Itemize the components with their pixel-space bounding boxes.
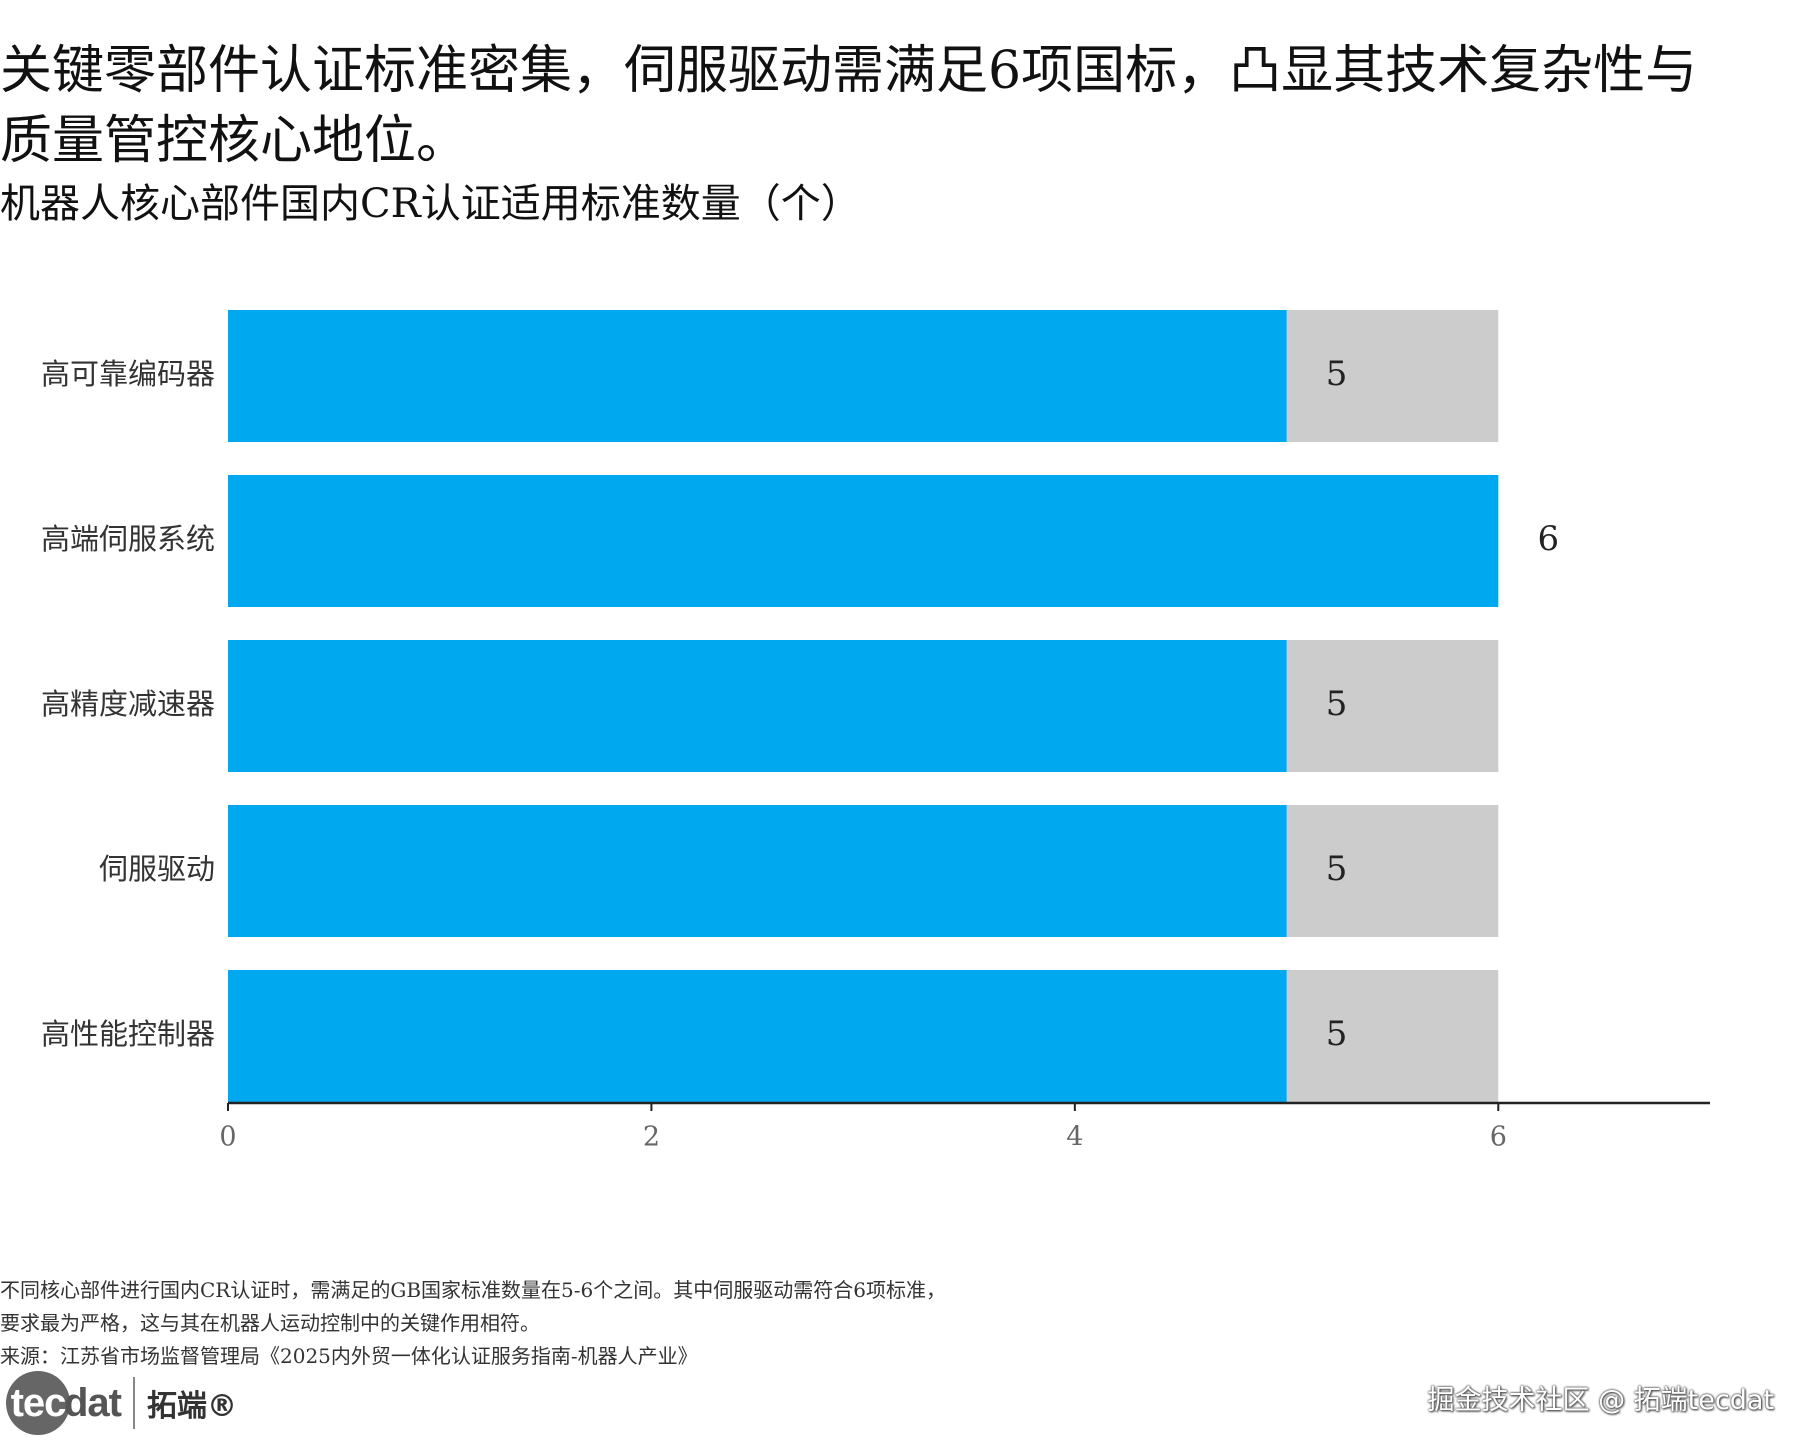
logo-mark: tec dat [6, 1371, 122, 1435]
bar [228, 805, 1287, 937]
bar [228, 310, 1287, 442]
footer: 不同核心部件进行国内CR认证时，需满足的GB国家标准数量在5-6个之间。其中伺服… [0, 1274, 1200, 1373]
x-tick-label: 0 [219, 1122, 236, 1153]
bar [228, 475, 1499, 607]
category-label: 高端伺服系统 [41, 522, 215, 556]
headline-line-1: 关键零部件认证标准密集，伺服驱动需满足6项国标，凸显其技术复杂性与 [0, 41, 1698, 101]
data-label: 5 [1326, 354, 1348, 394]
x-tick-label: 6 [1490, 1122, 1507, 1153]
x-tick-label: 4 [1066, 1122, 1083, 1153]
footer-note-line-2: 要求最为严格，这与其在机器人运动控制中的关键作用相符。 [0, 1311, 540, 1335]
tecdat-logo: tec dat 拓端® [6, 1370, 237, 1436]
logo-mark-rest: dat [64, 1380, 122, 1425]
bar [228, 640, 1287, 772]
logo-cn-text: 拓端® [147, 1389, 237, 1424]
bar [228, 970, 1287, 1102]
watermark: 掘金技术社区 @ 拓端tecdat [1427, 1385, 1774, 1416]
category-label: 高性能控制器 [41, 1017, 215, 1051]
bar-chart: 高可靠编码器 5 高端伺服系统 6 高精度减速器 5 伺服驱动 5 高性能控制器 5 0 2 4 6 [41, 310, 1710, 1153]
logo-circle: tec [6, 1371, 70, 1435]
chart-subtitle: 机器人核心部件国内CR认证适用标准数量（个） [0, 181, 861, 227]
category-label: 高可靠编码器 [41, 357, 215, 391]
data-label: 5 [1326, 1014, 1348, 1054]
chart-headline: 关键零部件认证标准密集，伺服驱动需满足6项国标，凸显其技术复杂性与 质量管控核心… [0, 36, 1800, 176]
category-label: 高精度减速器 [41, 687, 215, 721]
footer-source: 来源：江苏省市场监督管理局《2025内外贸一体化认证服务指南-机器人产业》 [0, 1344, 698, 1368]
data-label: 6 [1537, 519, 1559, 559]
data-label: 5 [1326, 849, 1348, 889]
logo-divider [133, 1377, 135, 1429]
category-label: 伺服驱动 [99, 852, 215, 886]
x-tick-label: 2 [643, 1122, 660, 1153]
data-label: 5 [1326, 684, 1348, 724]
headline-line-2: 质量管控核心地位。 [0, 111, 469, 171]
footer-note-line-1: 不同核心部件进行国内CR认证时，需满足的GB国家标准数量在5-6个之间。其中伺服… [0, 1278, 946, 1302]
